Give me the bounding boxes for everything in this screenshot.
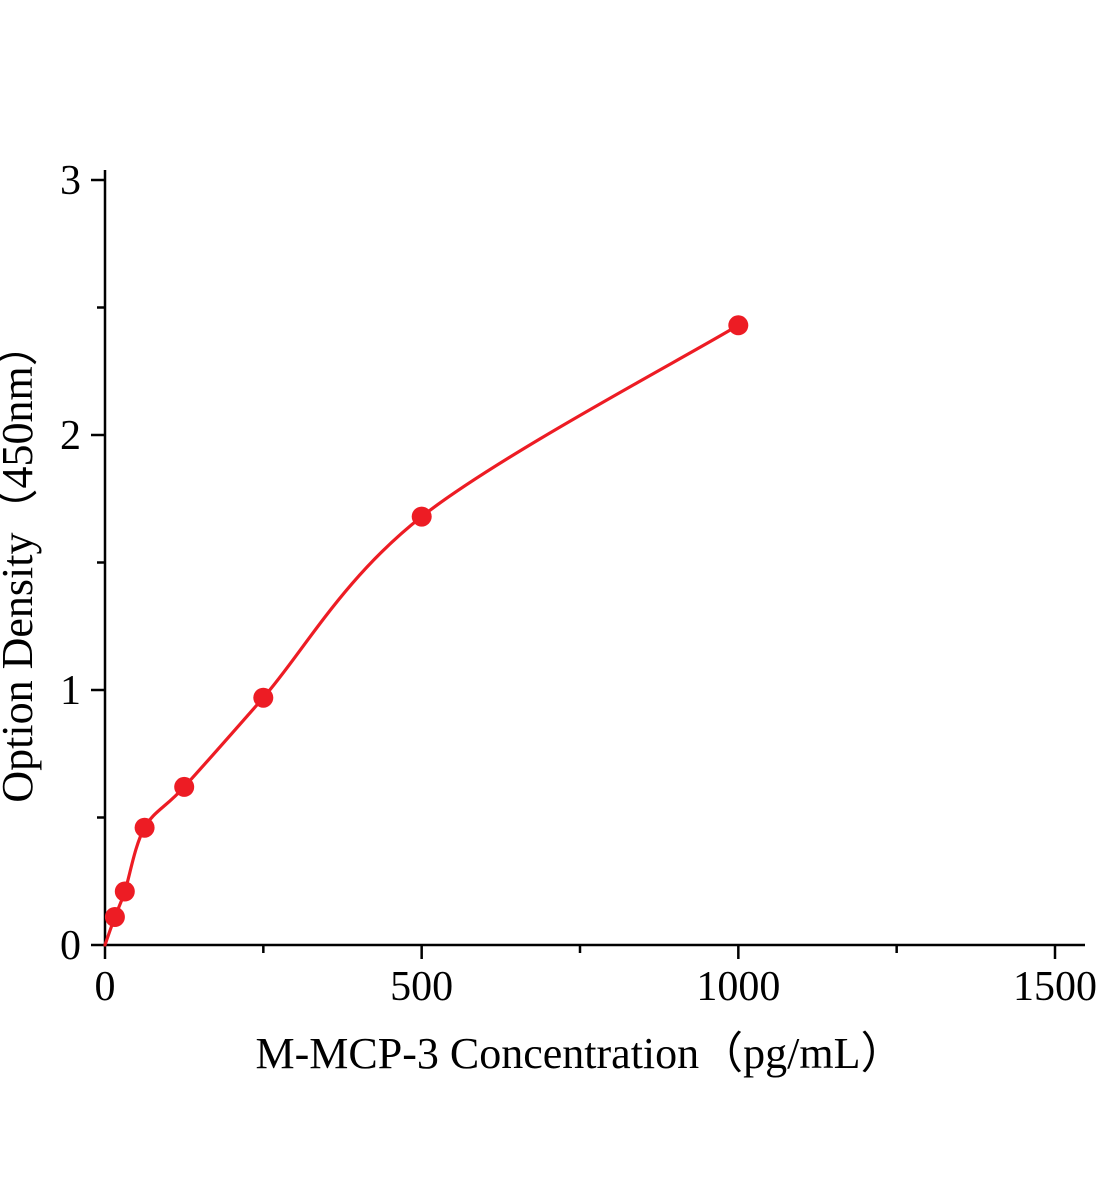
- x-tick-label: 1500: [1013, 964, 1097, 1010]
- y-tick-label: 0: [60, 923, 81, 969]
- y-tick-label: 3: [60, 158, 81, 204]
- x-tick-label: 500: [390, 964, 453, 1010]
- data-point: [134, 817, 155, 838]
- data-point: [728, 315, 749, 336]
- data-point: [104, 907, 125, 927]
- y-axis-title: Option Density（450nm）: [0, 322, 42, 802]
- x-tick-label: 0: [95, 964, 116, 1010]
- x-axis-title: M-MCP-3 Concentration（pg/mL）: [256, 1029, 905, 1078]
- series-layer: [103, 315, 749, 947]
- x-tick-label: 1000: [696, 964, 780, 1010]
- ticks-layer: 0 500 1000 1500 0 1 2 3: [60, 158, 1097, 1010]
- data-point: [114, 881, 135, 902]
- axes-layer: [103, 170, 1085, 947]
- data-point: [411, 506, 432, 527]
- fit-curve: [103, 323, 740, 947]
- data-point: [174, 776, 195, 797]
- y-tick-label: 1: [60, 668, 81, 714]
- data-point: [253, 687, 274, 708]
- y-tick-label: 2: [60, 413, 81, 459]
